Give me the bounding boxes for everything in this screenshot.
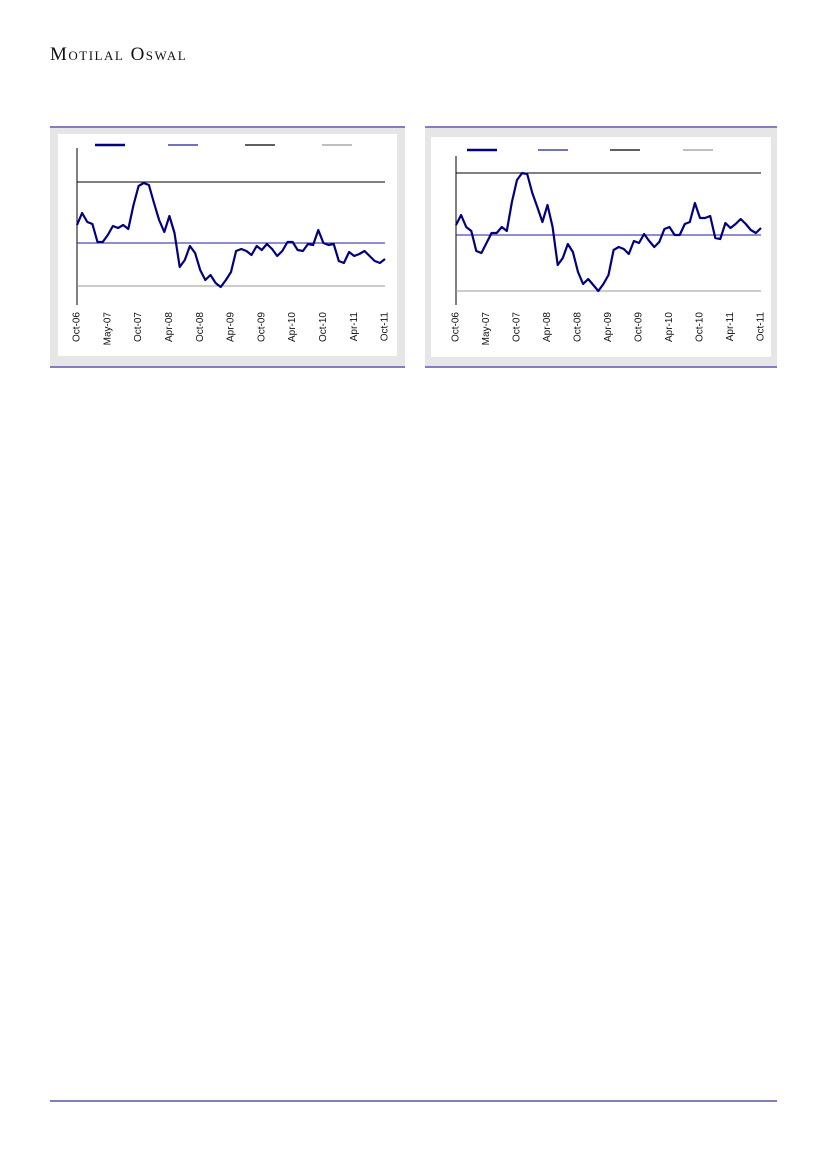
x-tick-label: May-07 [481,312,492,346]
x-tick-label: Oct-09 [256,312,267,342]
x-tick-label: Oct-07 [512,312,523,342]
x-tick-label: Oct-10 [318,312,329,342]
x-tick-label: Apr-10 [287,312,298,342]
x-tick-label: Apr-08 [164,312,175,342]
x-tick-label: Apr-11 [349,312,360,342]
plot-box [58,134,397,356]
x-tick-label: Oct-11 [380,312,391,342]
x-tick-label: Apr-08 [542,312,553,342]
x-tick-label: Oct-06 [451,312,462,342]
x-tick-label: Apr-10 [664,312,675,342]
x-tick-label: Oct-08 [195,312,206,342]
series-line [455,171,762,293]
x-tick-label: Oct-10 [695,312,706,342]
x-tick-label: Apr-09 [603,312,614,342]
x-tick-label: Oct-07 [133,312,144,342]
plot-box [431,137,771,357]
x-tick-label: Apr-11 [725,312,736,342]
x-tick-label: Oct-06 [72,312,83,342]
x-tick-label: Oct-08 [573,312,584,342]
brand: Motilal Oswal [50,44,188,65]
x-tick-label: Oct-11 [756,312,767,342]
x-tick-label: Apr-09 [226,312,237,342]
x-tick-label: Oct-09 [634,312,645,342]
series-line [75,181,386,289]
x-tick-label: May-07 [102,312,113,346]
